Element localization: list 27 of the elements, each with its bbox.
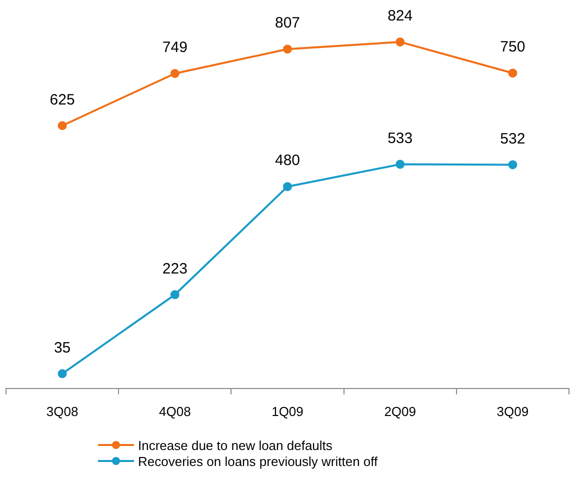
data-label: 480 xyxy=(274,152,300,170)
x-tick-label: 3Q09 xyxy=(496,404,529,419)
point xyxy=(170,290,180,300)
data-label: 533 xyxy=(388,130,413,147)
legend-label: Increase due to new loan defaults xyxy=(138,438,332,452)
data-label: 749 xyxy=(162,39,188,56)
data-label: 807 xyxy=(274,14,300,32)
x-tick-label: 2Q09 xyxy=(384,404,416,419)
point xyxy=(396,37,405,46)
point xyxy=(508,160,518,170)
data-label: 824 xyxy=(388,8,413,25)
point xyxy=(170,68,180,78)
x-tick-label: 1Q09 xyxy=(272,404,304,419)
point xyxy=(396,160,405,169)
point xyxy=(283,182,292,192)
x-tick-label: 3Q08 xyxy=(46,404,78,419)
legend-label: Recoveries on loans previously written off xyxy=(138,454,378,468)
data-label: 223 xyxy=(162,260,188,278)
x-tick-label: 4Q08 xyxy=(158,404,191,419)
point xyxy=(58,121,67,130)
point xyxy=(283,44,292,54)
data-label: 532 xyxy=(500,130,526,148)
data-label: 625 xyxy=(50,91,75,108)
data-label: 750 xyxy=(500,38,526,56)
data-label: 35 xyxy=(54,339,71,356)
point xyxy=(508,68,518,78)
point xyxy=(58,369,67,378)
